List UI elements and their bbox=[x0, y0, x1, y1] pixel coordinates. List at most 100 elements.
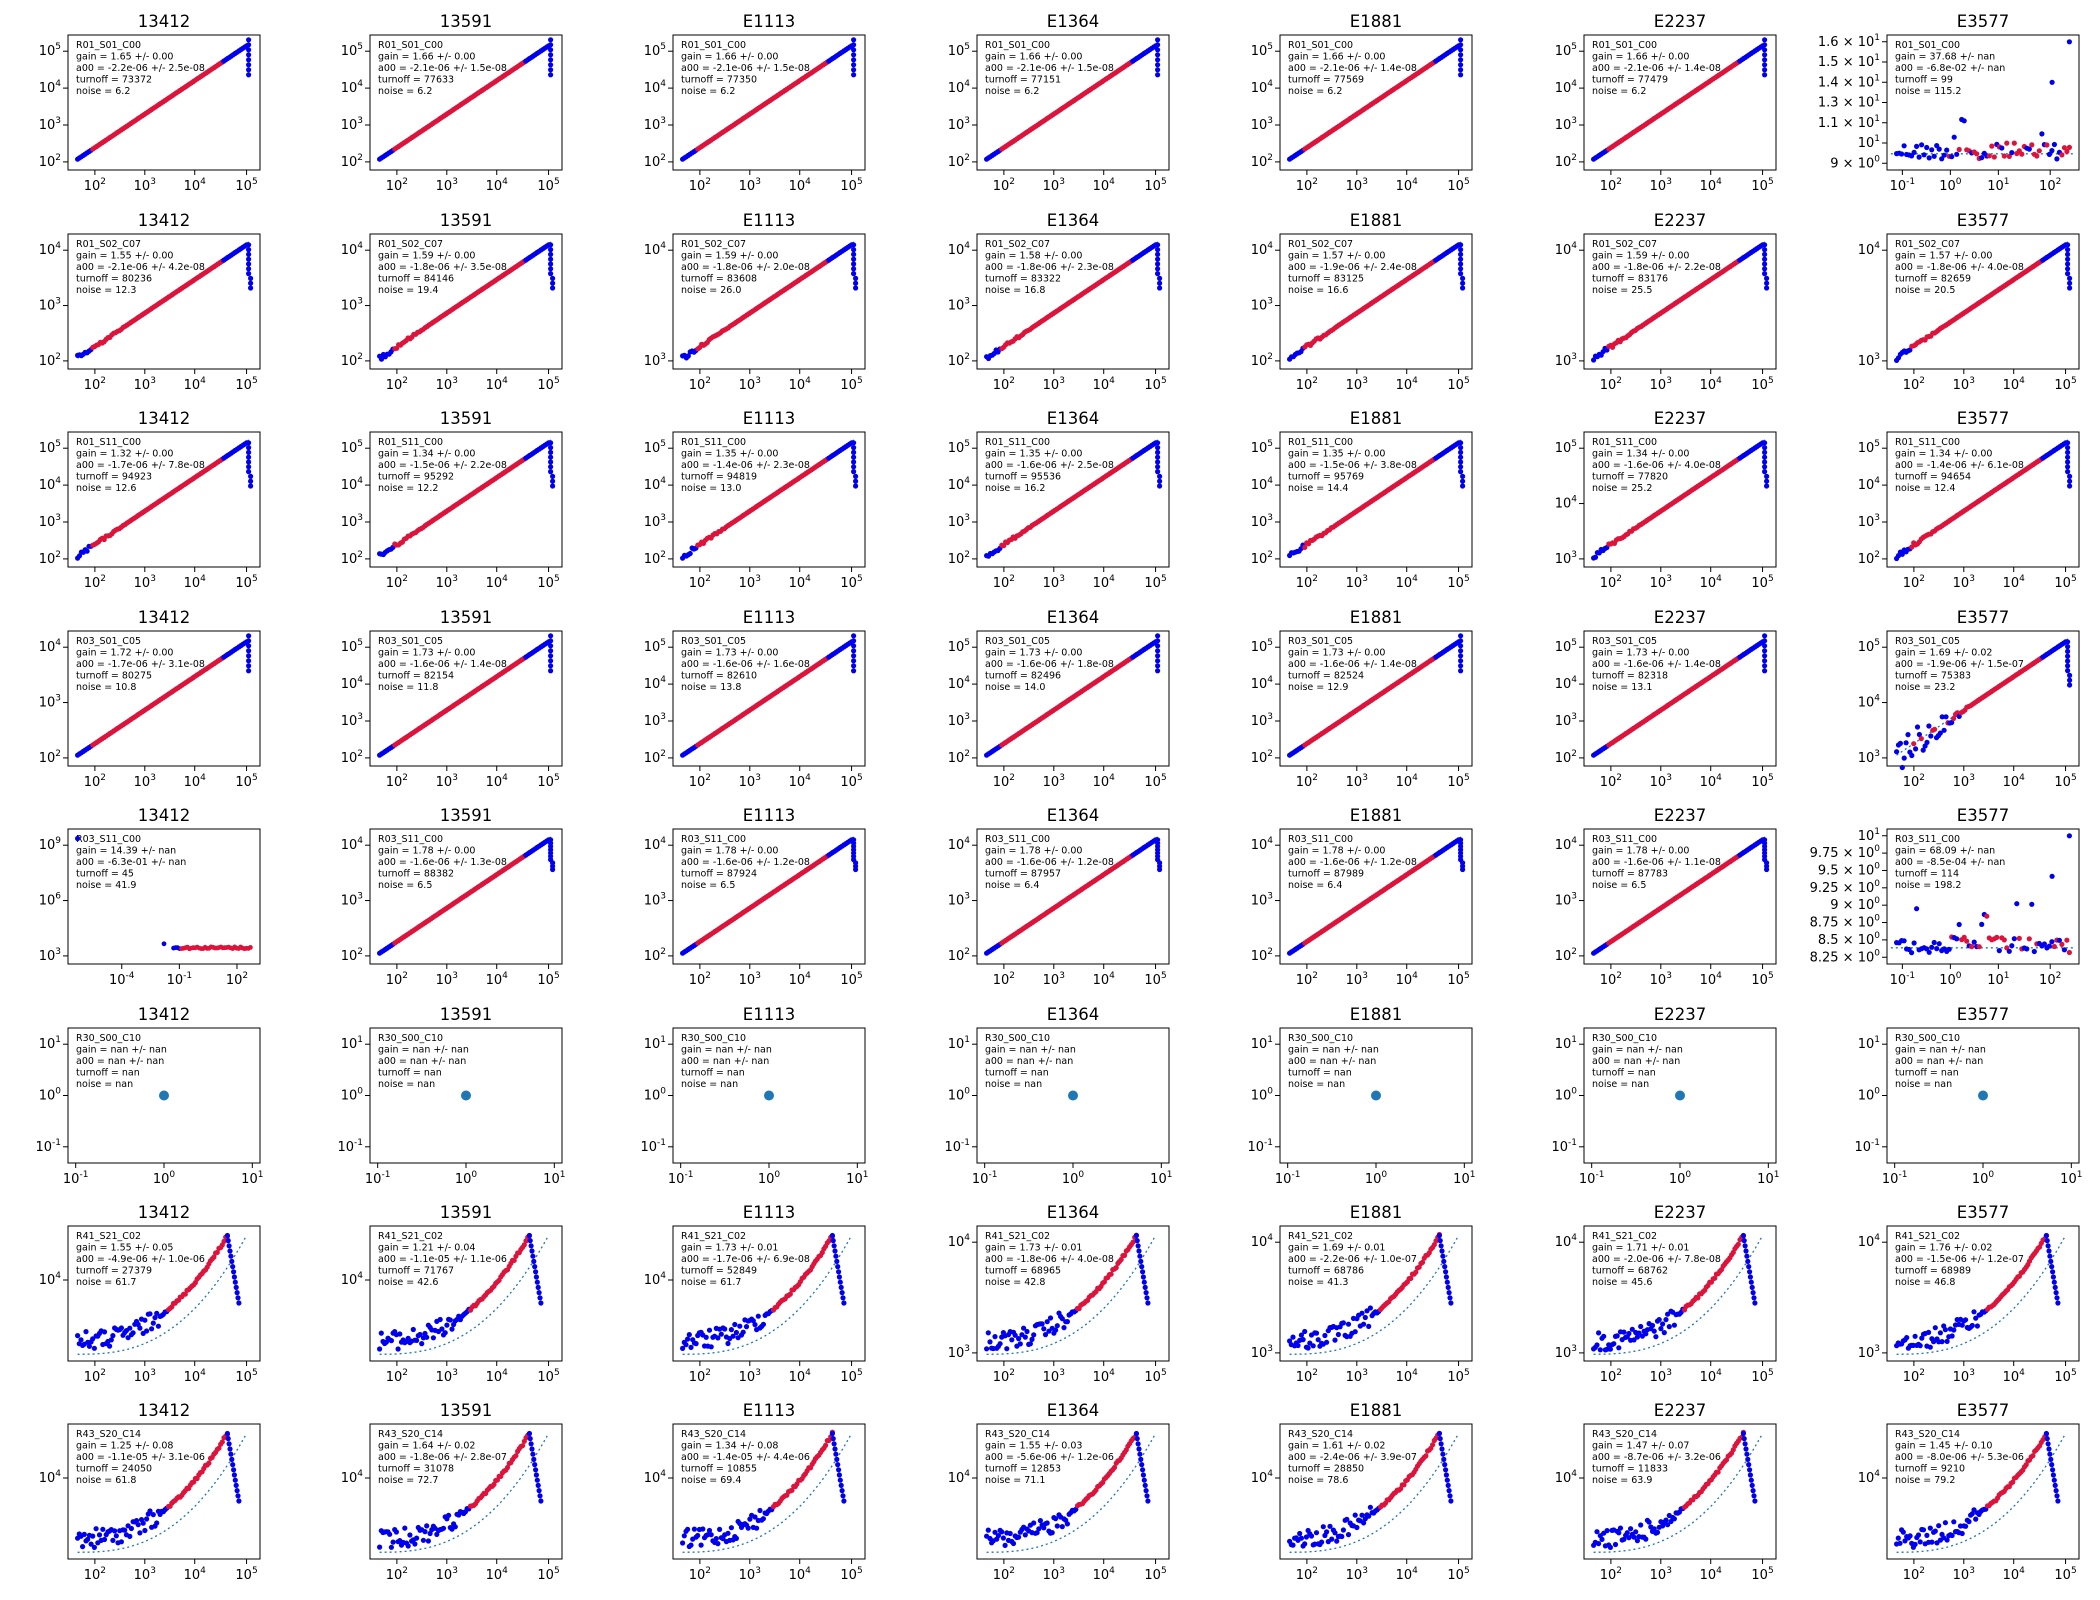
x-tick-label: 104 bbox=[1093, 971, 1116, 988]
data-point bbox=[246, 663, 252, 669]
data-point bbox=[835, 1264, 841, 1270]
x-tick-label: 104 bbox=[789, 177, 812, 194]
data-point bbox=[248, 945, 253, 950]
data-point bbox=[548, 643, 554, 649]
panel-title: E2237 bbox=[1654, 211, 1706, 230]
panel-title: E1364 bbox=[1047, 806, 1099, 825]
x-tick-label: 101 bbox=[846, 1170, 868, 1187]
x-tick-label: 102 bbox=[1600, 773, 1622, 790]
a00-label: a00 = -1.6e-06 +/- 4.0e-08 bbox=[1592, 460, 1721, 471]
data-point bbox=[550, 285, 556, 291]
data-point bbox=[1458, 469, 1464, 475]
x-tick-label: 105 bbox=[537, 574, 559, 591]
panel-title: E3577 bbox=[1957, 806, 2009, 825]
data-point bbox=[1155, 62, 1161, 68]
data-point bbox=[984, 1346, 990, 1352]
x-tick-label: 105 bbox=[840, 177, 862, 194]
data-point bbox=[527, 1238, 533, 1244]
data-point bbox=[851, 638, 857, 644]
panel-title: E2237 bbox=[1654, 608, 1706, 627]
data-point bbox=[851, 72, 857, 78]
panel-title: 13591 bbox=[440, 12, 493, 31]
x-tick-label: 104 bbox=[1700, 971, 1723, 988]
data-point bbox=[548, 251, 554, 257]
data-point bbox=[2016, 935, 2022, 942]
data-point bbox=[378, 356, 385, 362]
panel-title: E1113 bbox=[743, 211, 795, 230]
amp-name-label: R01_S01_C00 bbox=[1592, 40, 1657, 51]
turnoff-label: turnoff = 77350 bbox=[681, 75, 757, 86]
data-point bbox=[1924, 739, 1930, 746]
data-point bbox=[1918, 736, 1924, 742]
gain-label: gain = 1.73 +/- 0.01 bbox=[681, 1243, 778, 1254]
data-point bbox=[246, 251, 252, 257]
data-point bbox=[1022, 1334, 1028, 1340]
noise-label: noise = 41.3 bbox=[1288, 1277, 1348, 1288]
data-point bbox=[1155, 271, 1161, 277]
y-tick-label: 9 × 100 bbox=[1830, 154, 1880, 171]
data-point bbox=[1313, 1330, 1320, 1336]
gain-label: gain = 1.35 +/- 0.00 bbox=[1288, 449, 1385, 460]
amp-name-label: R01_S11_C00 bbox=[1288, 437, 1353, 448]
plot-frame bbox=[67, 431, 261, 568]
data-point bbox=[144, 1328, 150, 1334]
data-point bbox=[1901, 755, 1907, 761]
gain-label: gain = 1.78 +/- 0.00 bbox=[681, 846, 778, 857]
y-tick-label: 105 bbox=[1555, 439, 1577, 456]
data-point bbox=[2011, 936, 2017, 942]
plot-frame bbox=[1886, 233, 2080, 370]
noise-label: noise = 16.2 bbox=[985, 483, 1045, 494]
data-points bbox=[1371, 1090, 1381, 1101]
a00-label: a00 = nan +/- nan bbox=[1592, 1056, 1680, 1067]
y-tick-label: 105 bbox=[341, 638, 363, 655]
x-tick-label: 104 bbox=[789, 773, 812, 790]
data-point bbox=[1145, 1300, 1151, 1306]
data-point bbox=[1458, 459, 1464, 465]
a00-label: a00 = -2.1e-06 +/- 1.5e-08 bbox=[378, 63, 507, 74]
y-tick-label: 101 bbox=[1858, 827, 1880, 844]
data-point bbox=[229, 1258, 235, 1264]
data-point bbox=[1762, 643, 1768, 649]
data-point bbox=[760, 1321, 767, 1327]
gain-label: gain = 1.78 +/- 0.00 bbox=[1592, 846, 1689, 857]
data-points bbox=[1068, 1090, 1078, 1101]
data-point bbox=[1976, 944, 1982, 950]
noise-label: noise = 12.9 bbox=[1288, 682, 1348, 693]
data-point bbox=[1155, 449, 1161, 455]
data-point bbox=[246, 638, 252, 644]
data-point bbox=[246, 445, 252, 451]
a00-label: a00 = -1.6e-06 +/- 1.2e-08 bbox=[985, 857, 1114, 868]
gain-label: gain = 1.32 +/- 0.00 bbox=[76, 449, 173, 460]
data-point bbox=[1458, 638, 1464, 644]
a00-label: a00 = nan +/- nan bbox=[985, 1056, 1073, 1067]
data-point bbox=[687, 550, 693, 557]
data-point bbox=[1996, 948, 2002, 954]
y-tick-label: 101 bbox=[948, 1035, 970, 1052]
turnoff-label: turnoff = nan bbox=[378, 1068, 442, 1079]
data-point bbox=[1458, 643, 1464, 649]
data-point bbox=[1157, 478, 1163, 484]
x-tick-label: 105 bbox=[537, 773, 559, 790]
data-point bbox=[1155, 440, 1161, 446]
data-point bbox=[2014, 901, 2020, 907]
y-tick-label: 106 bbox=[39, 892, 62, 909]
data-point bbox=[234, 1290, 240, 1296]
data-point bbox=[2065, 271, 2071, 277]
data-point bbox=[1762, 663, 1768, 669]
a00-label: a00 = nan +/- nan bbox=[1288, 1056, 1376, 1067]
amp-name-label: R01_S11_C00 bbox=[681, 437, 746, 448]
gain-label: gain = 1.58 +/- 0.00 bbox=[985, 251, 1082, 262]
amp-name-label: R01_S01_C00 bbox=[1895, 40, 1960, 51]
noise-label: noise = 6.5 bbox=[378, 880, 432, 891]
turnoff-label: turnoff = nan bbox=[76, 1068, 140, 1079]
x-tick-label: 102 bbox=[1903, 574, 1925, 591]
gain-label: gain = 1.55 +/- 0.00 bbox=[76, 251, 173, 262]
data-point bbox=[1762, 67, 1768, 73]
data-point bbox=[142, 1317, 148, 1323]
y-tick-label: 105 bbox=[1251, 439, 1273, 456]
data-point bbox=[2067, 275, 2073, 281]
data-point bbox=[1155, 464, 1161, 470]
